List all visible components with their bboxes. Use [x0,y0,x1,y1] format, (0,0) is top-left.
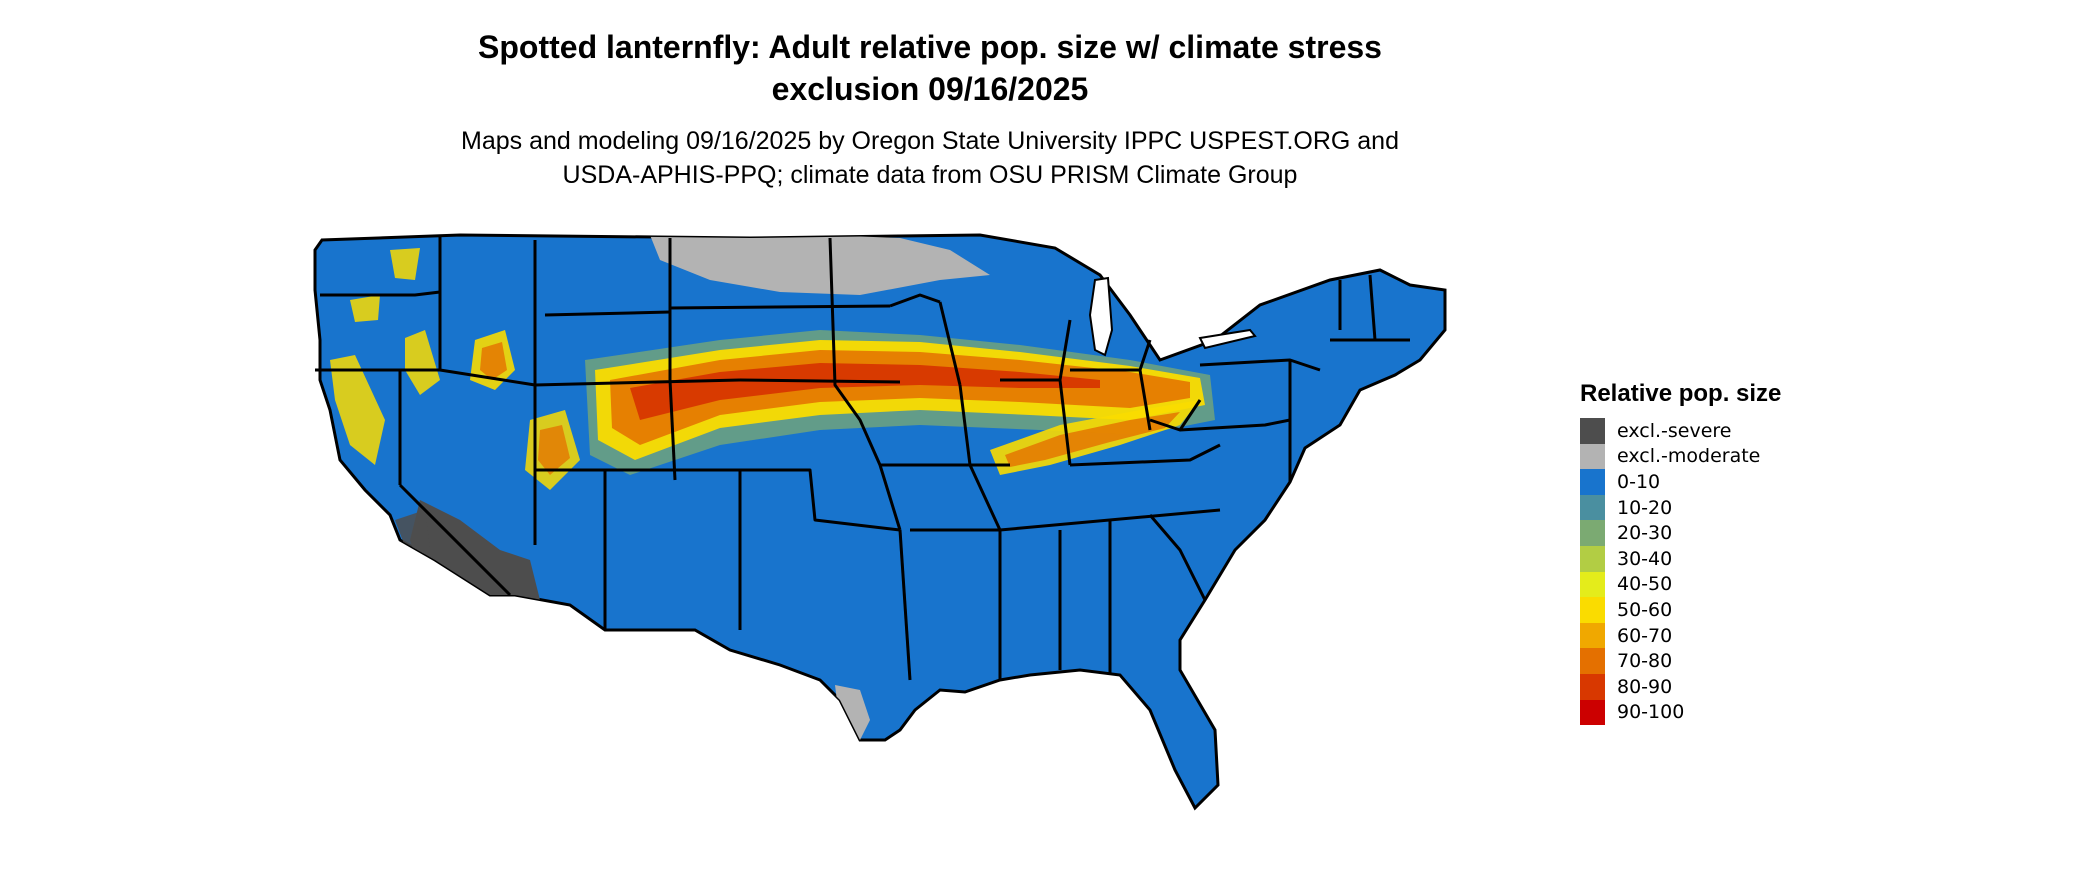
legend-label: 60-70 [1617,624,1673,647]
legend-label: 20-30 [1617,522,1673,545]
severe-exclusion-southwest-fringe [395,510,430,560]
legend-item-60-70: 60-70 [1580,622,1781,649]
suitability-band-red [630,363,1100,420]
map-title: Spotted lanternfly: Adult relative pop. … [0,26,1860,110]
legend-label: 70-80 [1617,650,1673,673]
map-subtitle: Maps and modeling 09/16/2025 by Oregon S… [0,124,1860,192]
legend-label: 30-40 [1617,547,1673,570]
legend-swatch [1580,571,1605,598]
legend-swatch [1580,622,1605,649]
legend-swatch [1580,699,1605,726]
suitability-west-patch-2 [480,342,507,380]
suitability-west-patch-3 [405,330,440,395]
suitability-west-patch-5 [538,425,570,475]
legend-swatch [1580,443,1605,470]
legend-item-70-80: 70-80 [1580,648,1781,674]
legend-item-80-90: 80-90 [1580,673,1781,700]
suitability-west-patch-7 [390,248,420,280]
legend-item-90-100: 90-100 [1580,699,1781,726]
legend-swatch [1580,648,1605,674]
us-landmass [313,233,1447,811]
legend: Relative pop. size excl.-severe excl.-mo… [1580,380,1782,726]
map-title-line-2: exclusion 09/16/2025 [771,71,1089,107]
legend-item-10-20: 10-20 [1580,494,1781,521]
legend-item-20-30: 20-30 [1580,520,1781,546]
legend-label: excl.-severe [1617,419,1732,442]
legend-label: excl.-moderate [1617,445,1761,468]
legend-label: 40-50 [1617,573,1673,596]
map-subtitle-line-2: USDA-APHIS-PPQ; climate data from OSU PR… [562,161,1298,189]
lake-michigan [1088,276,1114,357]
legend-item-30-40: 30-40 [1580,545,1781,572]
legend-swatch [1580,545,1605,572]
legend-item-0-10: 0-10 [1580,469,1781,495]
legend-label: 50-60 [1617,598,1673,621]
state-boundaries [315,235,1410,681]
lake-erie [1198,328,1257,350]
suitability-west-patch-6 [330,355,385,465]
legend-item-50-60: 50-60 [1580,597,1781,623]
legend-swatch [1580,469,1605,495]
legend-label: 10-20 [1617,496,1673,519]
legend-swatch [1580,673,1605,700]
map-title-line-1: Spotted lanternfly: Adult relative pop. … [478,29,1382,65]
legend-swatch [1580,418,1605,444]
legend-item-excl-moderate: excl.-moderate [1580,443,1781,470]
legend-swatch [1580,520,1605,546]
legend-title: Relative pop. size [1580,380,1782,407]
map-subtitle-line-1: Maps and modeling 09/16/2025 by Oregon S… [461,127,1399,155]
legend-label: 80-90 [1617,675,1673,698]
legend-swatch [1580,597,1605,623]
legend-item-excl-severe: excl.-severe [1580,418,1781,444]
legend-label: 0-10 [1617,470,1661,493]
moderate-exclusion-northern-plains [650,235,990,295]
legend-swatch [1580,494,1605,521]
us-map [313,233,1447,811]
suitability-west-patch-8 [350,295,380,322]
legend-item-40-50: 40-50 [1580,571,1781,598]
legend-label: 90-100 [1617,701,1685,724]
suitability-appalachian-orange [1005,412,1180,467]
